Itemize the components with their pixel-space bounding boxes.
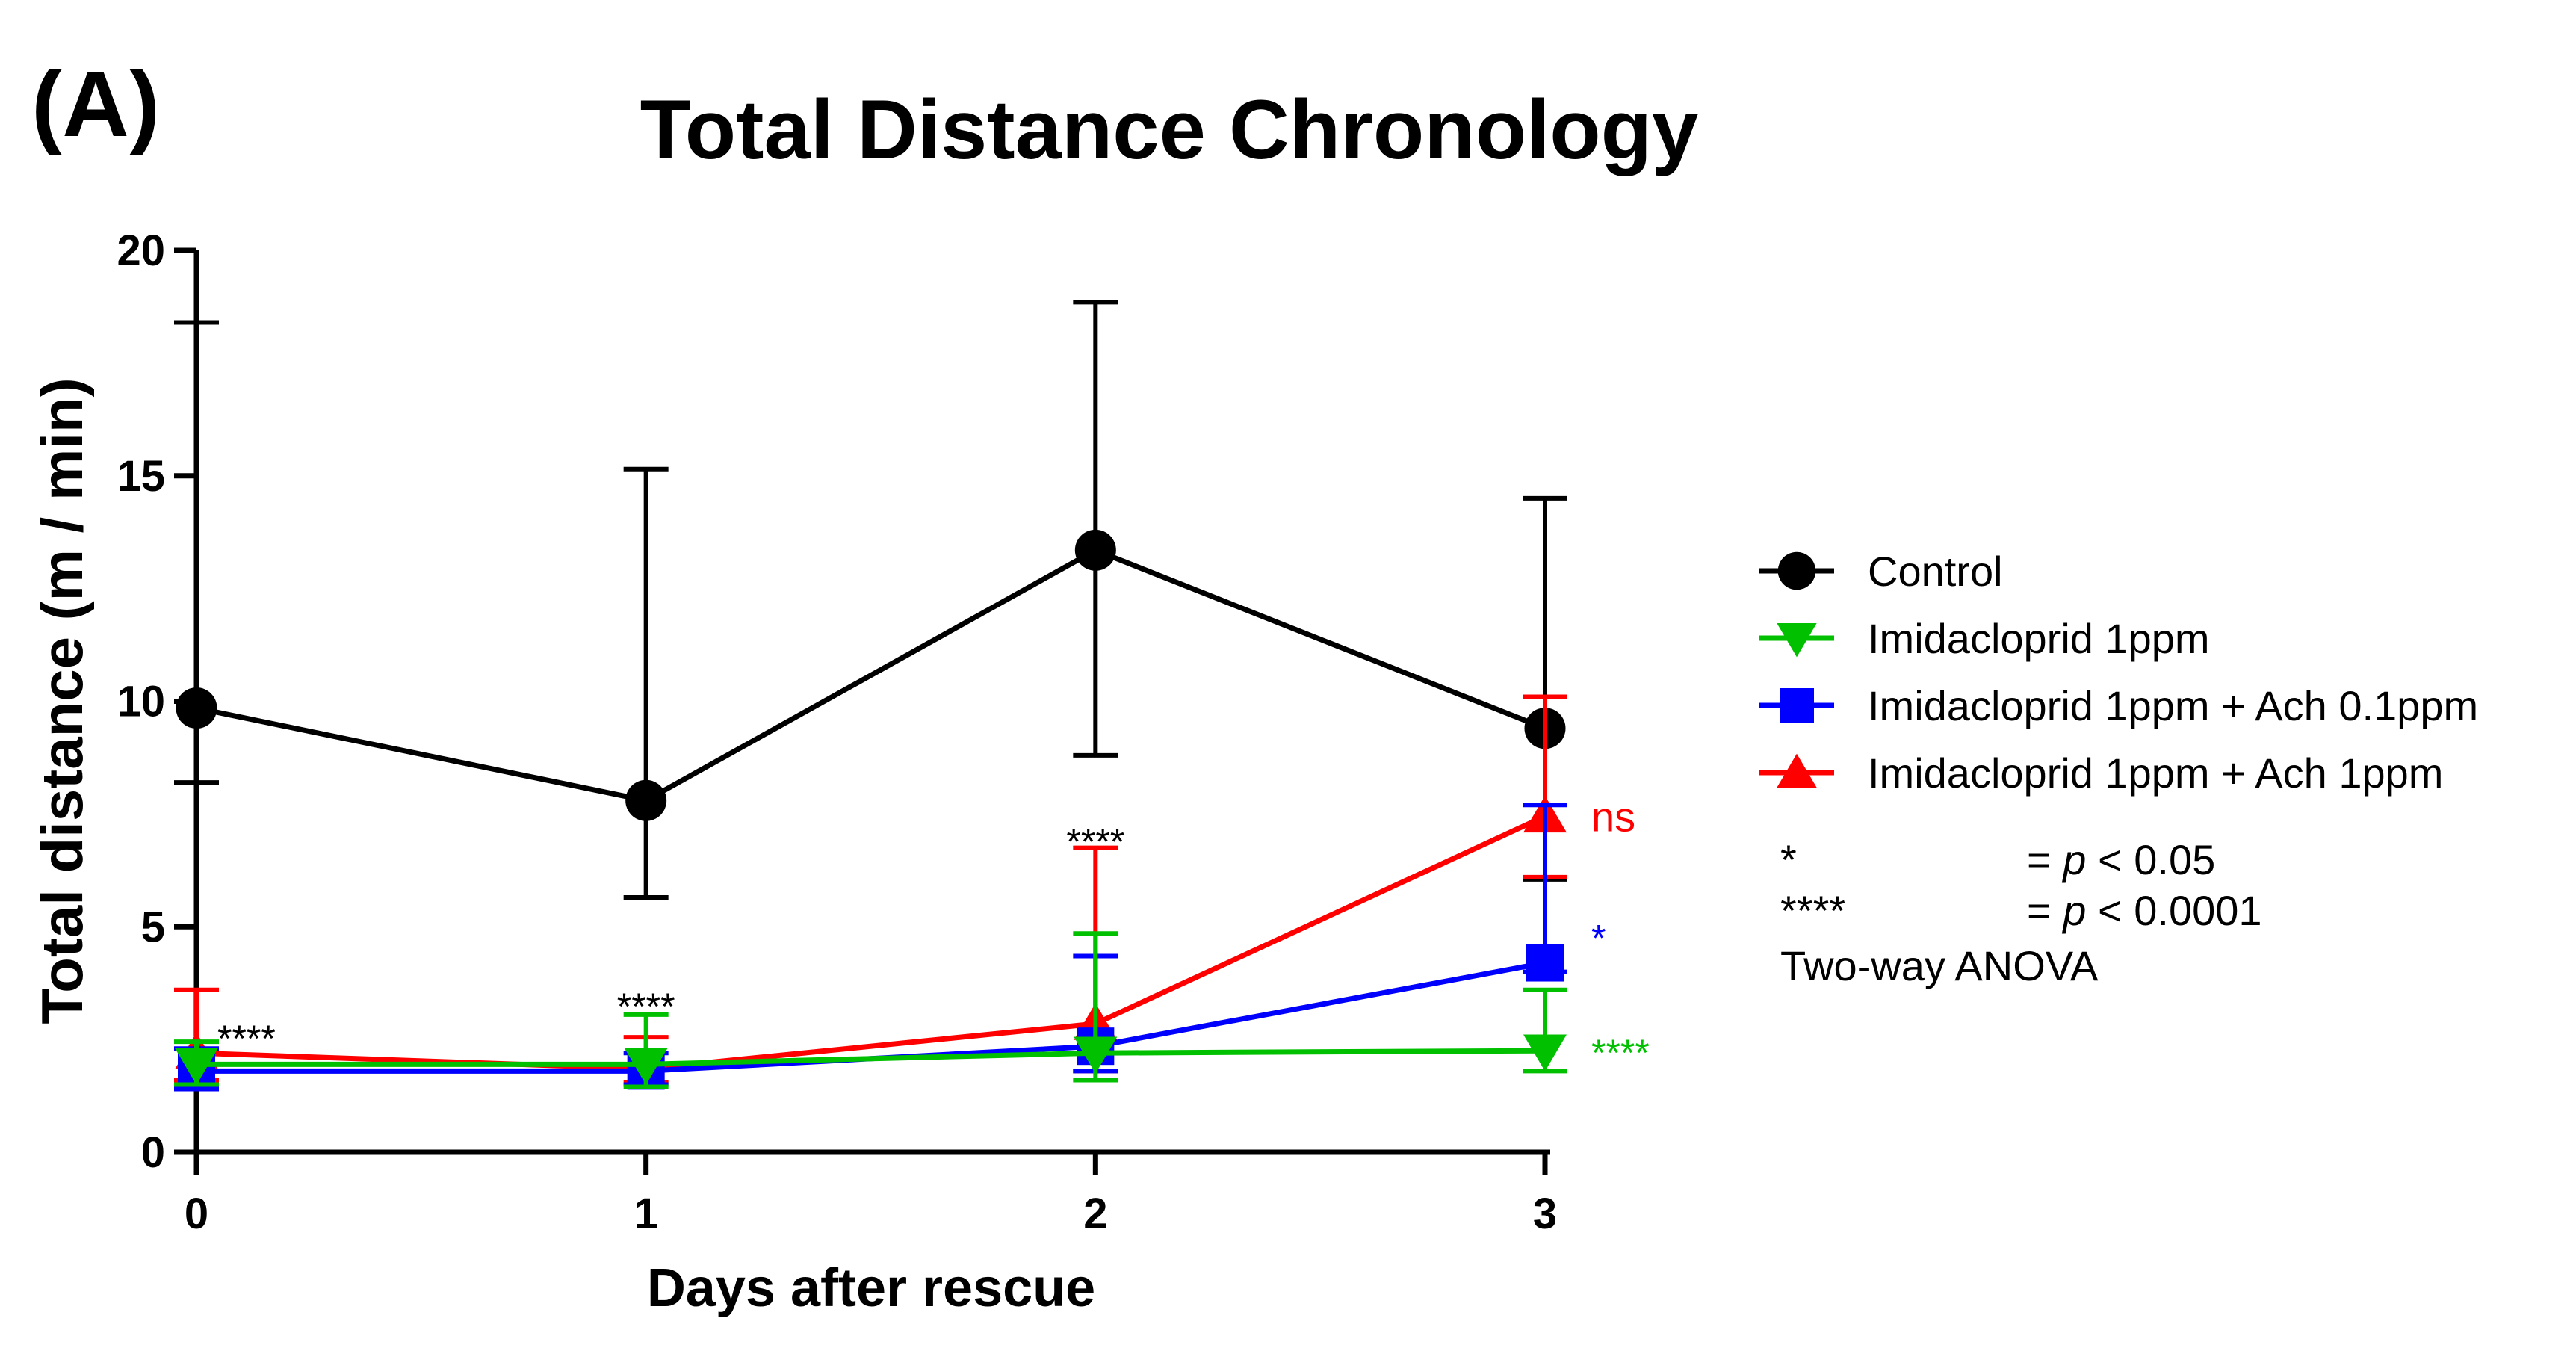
series-line [196, 547, 1546, 803]
data-point-triangle-down [1777, 622, 1817, 658]
y-ticks: 0 5 10 15 20 [117, 226, 196, 1177]
key-symbol-1: * [1780, 836, 1797, 883]
x-tick-label: 3 [1533, 1190, 1557, 1238]
series-line [196, 814, 1546, 1072]
data-point-circle [1777, 551, 1816, 590]
test-note: Two-way ANOVA [1780, 942, 2099, 989]
y-tick-label: 5 [141, 903, 165, 951]
x-axis-title: Days after rescue [647, 1258, 1095, 1318]
series-imidacloprid-1ppm [174, 931, 1567, 1089]
series-line [196, 960, 1546, 1074]
data-point-triangle-down [624, 1048, 668, 1085]
legend-item: Imidacloprid 1ppm + Ach 0.1ppm [1759, 682, 2478, 729]
legend-label: Imidacloprid 1ppm [1868, 615, 2210, 662]
legend-label: Imidacloprid 1ppm + Ach 1ppm [1868, 749, 2443, 797]
data-point-circle [176, 687, 217, 729]
x-tick-label: 2 [1083, 1190, 1107, 1238]
data-point-triangle-down [175, 1048, 218, 1085]
y-axis-title: Total distance (m / min) [29, 377, 95, 1024]
data-point-circle [1074, 529, 1116, 571]
y-tick-label: 0 [141, 1128, 165, 1177]
plot-series [174, 300, 1567, 1092]
key-symbol-2: **** [1780, 887, 1845, 934]
panel-label: (A) [31, 53, 160, 156]
data-point-square [1780, 688, 1814, 723]
significance-annotation: **** [617, 986, 675, 1027]
significance-key: * = p < 0.05 **** = p < 0.0001 Two-way A… [1780, 836, 2262, 989]
legend-item: Control [1759, 548, 2003, 595]
y-tick-label: 10 [117, 678, 165, 726]
y-tick-label: 20 [117, 226, 165, 275]
legend-item: Imidacloprid 1ppm + Ach 1ppm [1759, 749, 2443, 797]
series-line [196, 1048, 1546, 1067]
series-imidacloprid-1ppm-ach-1ppm [174, 694, 1567, 1086]
x-axis: 0 1 2 3 Days after rescue [185, 1149, 1557, 1318]
chart-title: Total Distance Chronology [640, 83, 1699, 176]
x-tick-label: 0 [185, 1190, 208, 1238]
x-ticks: 0 1 2 3 [185, 1152, 1557, 1238]
legend: Control Imidacloprid 1ppm Imidacloprid 1pp… [1759, 548, 2478, 797]
data-point-triangle-down [1074, 1036, 1118, 1074]
data-point-triangle-up [1777, 753, 1817, 788]
key-meaning-1: = p < 0.05 [2027, 836, 2215, 883]
significance-annotation: * [1591, 917, 1606, 959]
key-meaning-2: = p < 0.0001 [2027, 887, 2262, 934]
legend-label: Imidacloprid 1ppm + Ach 0.1ppm [1868, 682, 2478, 729]
significance-annotations: ************ns***** [217, 793, 1650, 1074]
data-point-square [1526, 944, 1564, 982]
series-control [174, 300, 1567, 900]
data-point-circle [625, 779, 667, 821]
legend-label: Control [1868, 548, 2003, 595]
significance-annotation: **** [217, 1018, 276, 1060]
significance-annotation: **** [1066, 821, 1124, 863]
data-point-triangle-down [1523, 1034, 1567, 1072]
y-tick-label: 15 [117, 452, 165, 501]
y-axis: 0 5 10 15 20 Total distance (m / min) [29, 226, 199, 1177]
significance-annotation: ns [1591, 793, 1635, 840]
significance-annotation: **** [1591, 1032, 1650, 1074]
x-tick-label: 1 [634, 1190, 658, 1238]
legend-item: Imidacloprid 1ppm [1759, 615, 2210, 662]
